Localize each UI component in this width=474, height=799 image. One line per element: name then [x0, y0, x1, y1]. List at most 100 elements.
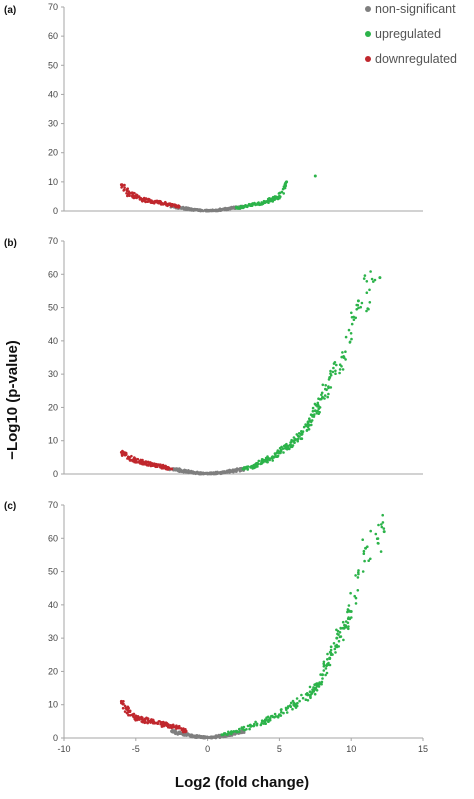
data-point	[281, 187, 285, 191]
data-point	[213, 208, 217, 212]
data-point	[320, 391, 324, 395]
data-point	[276, 455, 279, 458]
data-point	[339, 627, 343, 630]
data-point	[308, 685, 312, 689]
data-point	[306, 699, 310, 702]
data-point	[234, 729, 238, 733]
data-point	[304, 423, 307, 426]
data-point	[144, 460, 147, 463]
data-point	[155, 464, 159, 468]
data-point	[326, 395, 330, 399]
data-point	[253, 201, 256, 205]
x-tick-label-c: -5	[132, 744, 140, 754]
legend-item-upregulated: upregulated	[365, 27, 441, 41]
data-point	[285, 711, 289, 714]
data-point	[338, 371, 341, 375]
data-point	[277, 450, 281, 454]
data-point	[347, 604, 351, 607]
data-point	[213, 735, 217, 739]
series-downregulated-c	[119, 699, 188, 734]
data-point	[240, 726, 244, 729]
data-point	[180, 470, 184, 474]
data-point	[206, 209, 210, 213]
data-point	[363, 559, 366, 563]
data-point	[381, 521, 385, 524]
data-point	[373, 278, 377, 282]
data-point	[127, 707, 130, 710]
data-point	[170, 724, 174, 728]
data-point	[191, 208, 195, 211]
data-point	[166, 204, 169, 208]
data-point	[355, 308, 359, 311]
data-point	[120, 453, 124, 456]
data-point	[313, 413, 316, 416]
y-tick-label-c: 50	[48, 567, 58, 577]
data-point	[265, 456, 268, 460]
data-point	[362, 549, 366, 553]
data-point	[246, 724, 250, 728]
data-point	[259, 462, 262, 466]
y-tick-label-a: 50	[48, 60, 58, 70]
data-point	[170, 467, 174, 471]
data-point	[369, 557, 372, 561]
data-point	[167, 466, 171, 470]
data-point	[306, 425, 310, 429]
y-tick-label-a: 60	[48, 31, 58, 41]
data-point	[329, 369, 332, 373]
data-point	[327, 385, 330, 388]
data-point	[296, 439, 300, 443]
data-point	[144, 200, 147, 204]
data-point	[257, 459, 261, 463]
data-point	[324, 667, 328, 670]
data-point	[331, 370, 335, 374]
data-point	[151, 464, 154, 468]
data-point	[337, 639, 341, 643]
data-point	[151, 718, 155, 722]
data-point	[174, 467, 177, 471]
data-point	[380, 523, 383, 526]
data-point	[328, 376, 332, 379]
data-point	[289, 441, 292, 444]
data-point	[377, 523, 380, 527]
data-point	[362, 277, 366, 280]
data-point	[347, 625, 350, 628]
data-point	[226, 733, 229, 736]
data-point	[325, 671, 329, 675]
data-point	[146, 200, 149, 203]
data-point	[238, 730, 241, 734]
data-point	[382, 527, 386, 530]
data-point	[256, 202, 260, 206]
legend-marker-upregulated	[365, 31, 371, 37]
data-point	[336, 632, 339, 636]
data-point	[173, 203, 176, 206]
data-point	[242, 725, 246, 729]
data-point	[141, 718, 145, 722]
data-point	[352, 318, 356, 322]
data-point	[121, 706, 125, 710]
data-point	[297, 437, 300, 441]
data-point	[182, 730, 185, 734]
data-point	[246, 468, 249, 471]
data-point	[341, 620, 345, 624]
data-point	[321, 395, 324, 399]
data-point	[321, 677, 324, 680]
data-point	[328, 656, 332, 660]
data-point	[135, 718, 139, 722]
y-tick-label-b: 40	[48, 336, 58, 346]
data-point	[327, 663, 330, 667]
data-point	[376, 541, 380, 545]
data-point	[292, 703, 296, 707]
data-point	[310, 423, 313, 427]
data-point	[134, 459, 138, 463]
data-point	[334, 369, 337, 373]
data-point	[362, 552, 366, 555]
y-tick-label-a: 40	[48, 89, 58, 99]
legend-label-downregulated: downregulated	[375, 52, 457, 66]
data-point	[349, 332, 353, 335]
data-point	[374, 532, 378, 536]
x-tick-label-c: 0	[205, 744, 210, 754]
data-point	[295, 697, 299, 700]
data-point	[141, 197, 145, 201]
data-point	[184, 469, 188, 473]
y-tick-label-a: 0	[53, 206, 58, 216]
